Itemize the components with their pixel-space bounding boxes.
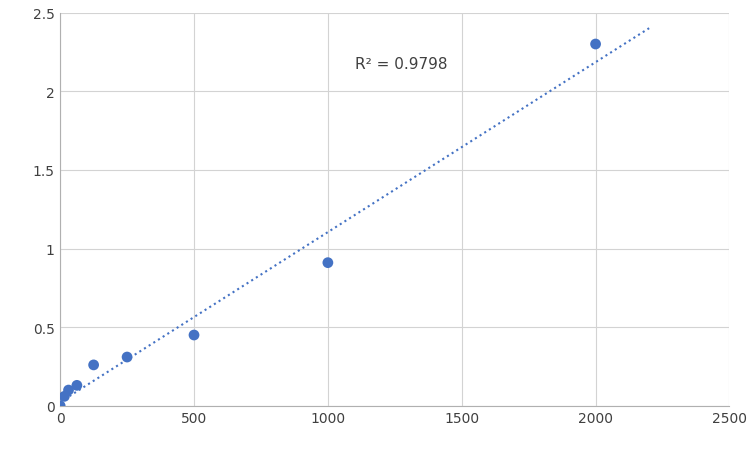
Point bbox=[590, 41, 602, 49]
Point bbox=[54, 402, 66, 410]
Text: R² = 0.9798: R² = 0.9798 bbox=[355, 57, 447, 72]
Point bbox=[59, 393, 71, 400]
Point bbox=[87, 362, 99, 369]
Point bbox=[121, 354, 133, 361]
Point bbox=[322, 259, 334, 267]
Point bbox=[62, 387, 74, 394]
Point bbox=[71, 382, 83, 389]
Point bbox=[188, 331, 200, 339]
